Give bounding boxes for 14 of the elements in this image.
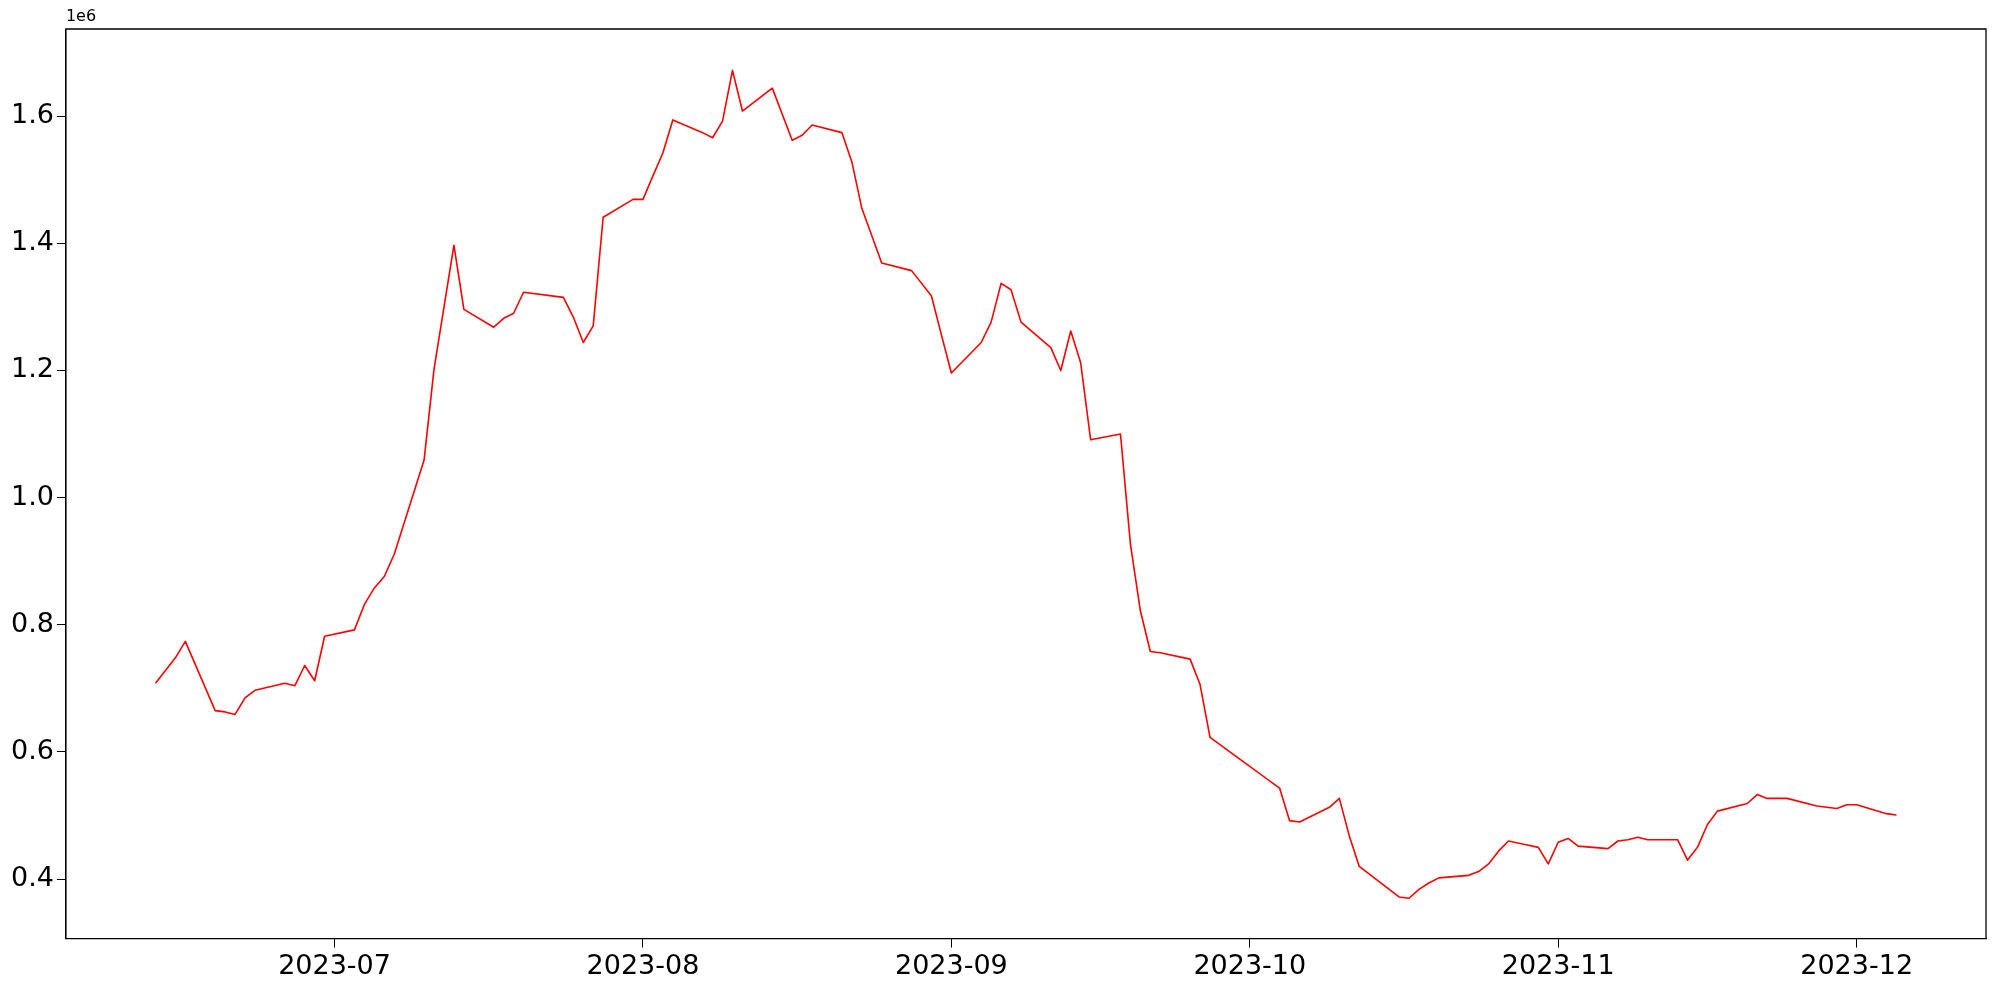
y-tick-label: 1.2 — [10, 352, 54, 384]
x-tick-label: 2023-09 — [894, 948, 1008, 980]
x-tick-label: 2023-12 — [1800, 948, 1914, 980]
x-tick-label: 2023-10 — [1193, 948, 1307, 980]
y-tick-label: 1.0 — [10, 479, 54, 511]
x-tick-label: 2023-08 — [586, 948, 700, 980]
x-tick-label: 2023-11 — [1501, 948, 1615, 980]
y-tick-label: 0.8 — [10, 606, 54, 638]
y-tick-label: 1.6 — [10, 98, 54, 130]
y-tick-label: 0.6 — [10, 733, 54, 765]
y-tick-label: 0.4 — [10, 861, 54, 893]
text: 1e6 — [65, 6, 97, 26]
y-tick-label: 1.4 — [10, 225, 54, 257]
x-tick-label: 2023-07 — [278, 948, 391, 980]
